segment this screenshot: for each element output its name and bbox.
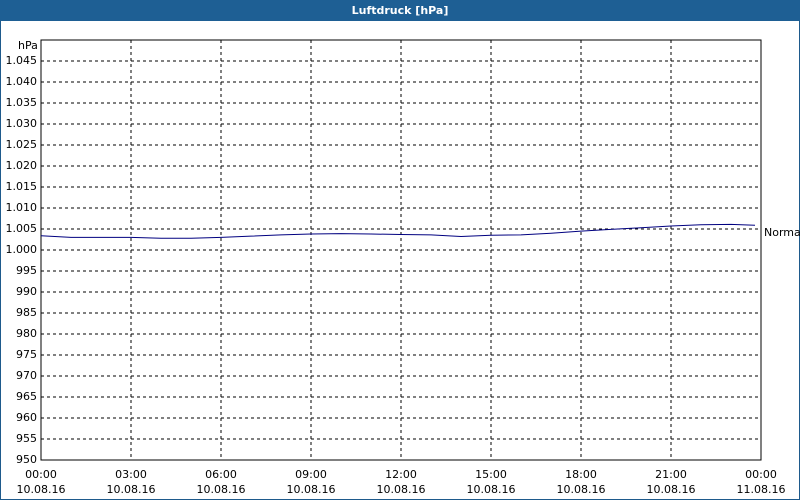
x-tick-label: 03:00 — [115, 468, 147, 481]
title-bar — [0, 0, 800, 21]
x-tick-date: 10.08.16 — [287, 483, 336, 496]
x-tick-date: 10.08.16 — [557, 483, 606, 496]
y-tick-label: 995 — [16, 264, 37, 277]
x-tick-label: 18:00 — [565, 468, 597, 481]
data-line — [40, 223, 756, 239]
x-tick-label: 21:00 — [655, 468, 687, 481]
x-tick-date: 10.08.16 — [647, 483, 696, 496]
y-tick-label: 975 — [16, 348, 37, 361]
x-tick-date: 10.08.16 — [377, 483, 426, 496]
y-tick-label: 990 — [16, 285, 37, 298]
y-tick-label: 955 — [16, 432, 37, 445]
y-tick-label: 960 — [16, 411, 37, 424]
y-tick-label: 950 — [16, 453, 37, 466]
x-tick-label: 09:00 — [295, 468, 327, 481]
y-tick-label: 1.020 — [6, 159, 38, 172]
y-tick-label: 1.045 — [6, 54, 38, 67]
y-tick-label: 970 — [16, 369, 37, 382]
y-tick-label: 1.025 — [6, 138, 38, 151]
x-tick-date: 10.08.16 — [107, 483, 156, 496]
y-tick-label: 965 — [16, 390, 37, 403]
x-tick-label: 12:00 — [385, 468, 417, 481]
y-tick-label: 980 — [16, 327, 37, 340]
y-tick-label: 1.035 — [6, 96, 38, 109]
y-unit: hPa — [18, 39, 38, 52]
y-tick-label: 1.000 — [6, 243, 38, 256]
reference-label: Normal — [764, 226, 800, 239]
y-tick-label: 1.010 — [6, 201, 38, 214]
x-tick-label: 15:00 — [475, 468, 507, 481]
x-tick-label: 00:00 — [745, 468, 777, 481]
x-tick-date: 10.08.16 — [467, 483, 516, 496]
y-tick-label: 985 — [16, 306, 37, 319]
y-tick-label: 1.005 — [6, 222, 38, 235]
y-tick-label: 1.015 — [6, 180, 38, 193]
x-tick-date: 11.08.16 — [737, 483, 786, 496]
y-tick-label: 1.030 — [6, 117, 38, 130]
x-tick-date: 10.08.16 — [197, 483, 246, 496]
y-tick-label: 1.040 — [6, 75, 38, 88]
x-tick-date: 10.08.16 — [17, 483, 66, 496]
x-tick-label: 00:00 — [25, 468, 57, 481]
x-tick-label: 06:00 — [205, 468, 237, 481]
chart-title: Luftdruck [hPa] — [352, 4, 449, 17]
